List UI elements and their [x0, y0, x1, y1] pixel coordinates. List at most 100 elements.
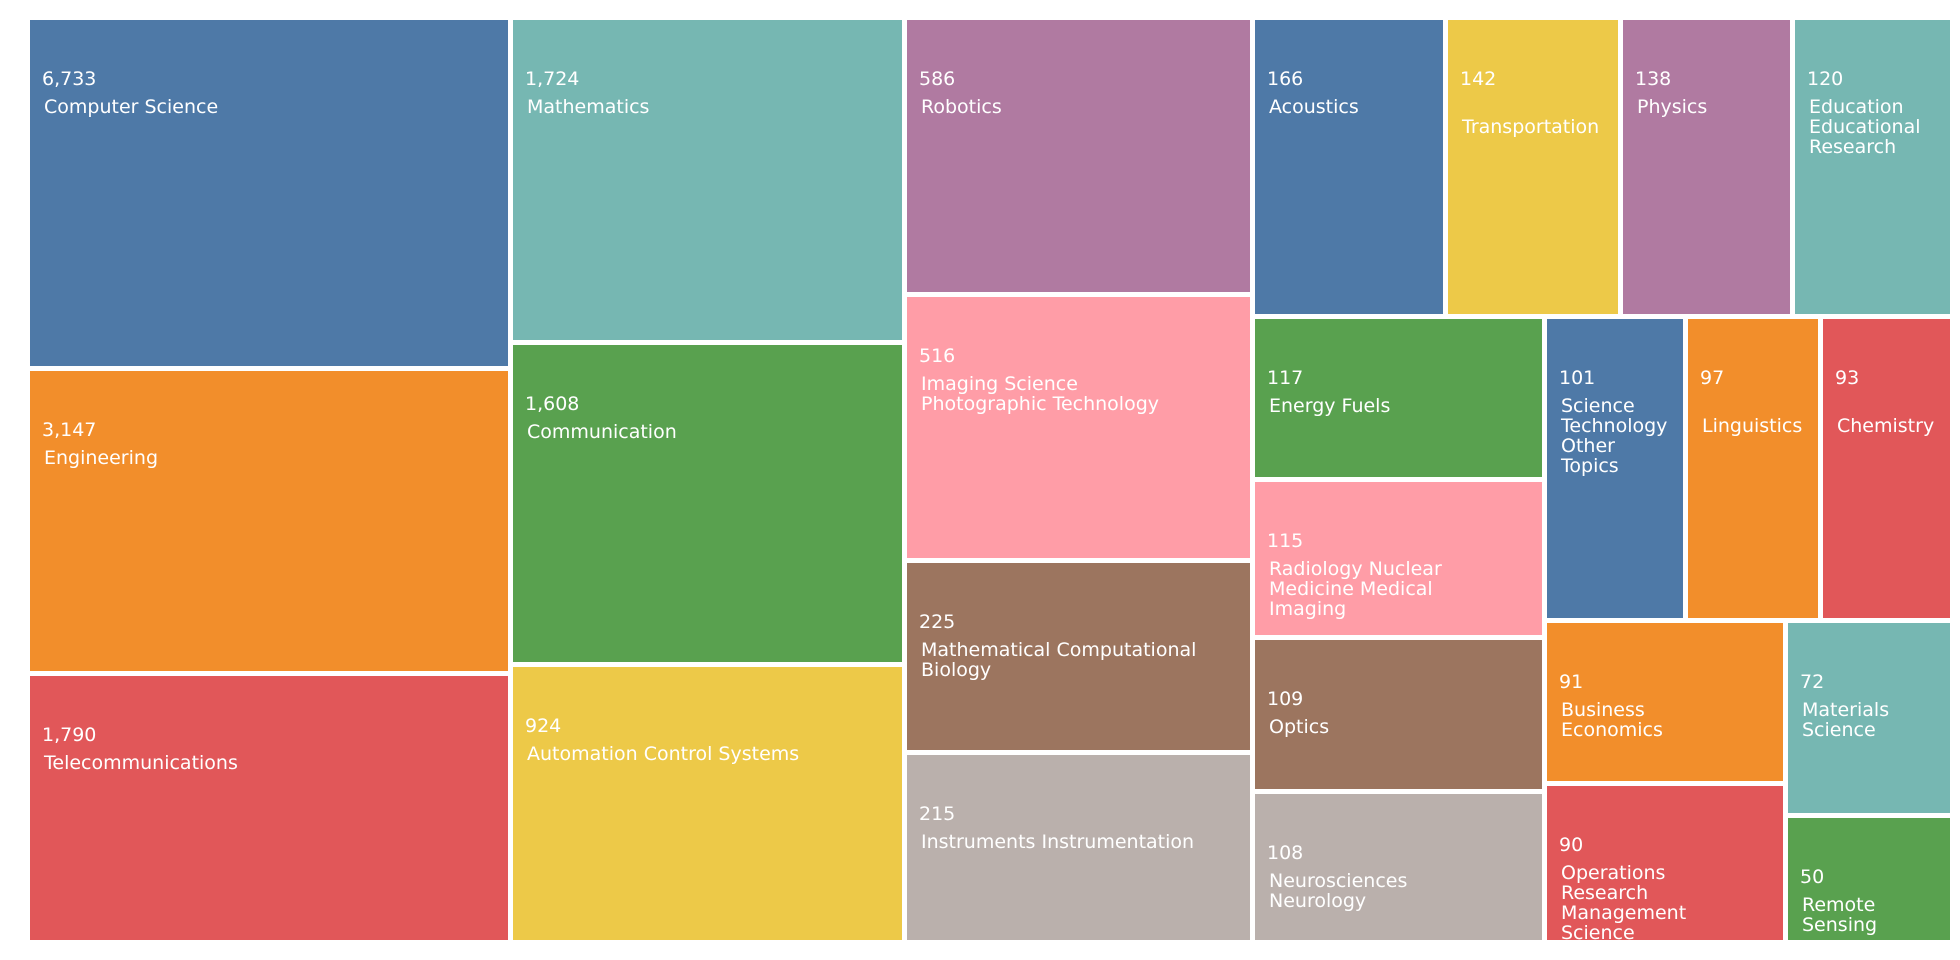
- treemap-label-chemistry: Chemistry: [1837, 415, 1934, 437]
- treemap-label-engineering: Engineering: [44, 447, 158, 469]
- treemap-value-acoustics: 166: [1267, 68, 1303, 90]
- treemap-value-neurosciences-neurology: 108: [1267, 842, 1303, 864]
- treemap-tile-acoustics[interactable]: 166 Acoustics: [1255, 20, 1443, 314]
- treemap-value-instruments-instrumentation: 215: [919, 803, 955, 825]
- treemap-value-imaging-science-photographic-technology: 516: [919, 345, 955, 367]
- treemap-rect-education-educational-research: [1795, 20, 1950, 314]
- treemap-tile-remote-sensing[interactable]: 50 Remote Sensing: [1788, 818, 1950, 940]
- treemap-rect-business-economics: [1547, 623, 1783, 781]
- treemap-value-mathematics: 1,724: [525, 68, 579, 90]
- treemap-tile-computer-science[interactable]: 6,733 Computer Science: [30, 20, 508, 366]
- treemap-label-business-economics: Business Economics: [1561, 699, 1663, 741]
- treemap-label-imaging-science-photographic-technology: Imaging Science Photographic Technology: [921, 373, 1159, 415]
- treemap-tile-imaging-science-photographic-technology[interactable]: 516 Imaging Science Photographic Technolog…: [907, 297, 1250, 558]
- treemap-value-remote-sensing: 50: [1800, 866, 1824, 888]
- treemap-rect-energy-fuels: [1255, 319, 1542, 477]
- treemap-value-optics: 109: [1267, 688, 1303, 710]
- treemap-label-communication: Communication: [527, 421, 677, 443]
- treemap-label-acoustics: Acoustics: [1269, 96, 1359, 118]
- treemap-rect-neurosciences-neurology: [1255, 794, 1542, 940]
- treemap-tile-robotics[interactable]: 586 Robotics: [907, 20, 1250, 292]
- treemap-tile-materials-science[interactable]: 72 Materials Science: [1788, 623, 1950, 813]
- treemap-label-radiology-nuclear-medicine-medical-imaging: Radiology Nuclear Medicine Medical Imaging: [1269, 558, 1442, 620]
- treemap-value-education-educational-research: 120: [1807, 68, 1843, 90]
- treemap-label-automation-control-systems: Automation Control Systems: [527, 743, 799, 765]
- treemap-rect-radiology-nuclear-medicine-medical-imaging: [1255, 482, 1542, 635]
- treemap-tile-optics[interactable]: 109 Optics: [1255, 640, 1542, 789]
- treemap-rect-chemistry: [1823, 319, 1950, 618]
- treemap-label-mathematics: Mathematics: [527, 96, 649, 118]
- treemap-tile-linguistics[interactable]: 97 Linguistics: [1688, 319, 1818, 618]
- treemap-tile-education-educational-research[interactable]: 120 Education Educational Research: [1795, 20, 1950, 314]
- treemap-rect-instruments-instrumentation: [907, 755, 1250, 940]
- treemap-rect-robotics: [907, 20, 1250, 292]
- treemap-tile-business-economics[interactable]: 91 Business Economics: [1547, 623, 1783, 781]
- treemap-label-neurosciences-neurology: Neurosciences Neurology: [1269, 870, 1407, 912]
- treemap-label-operations-research-management-science: Operations Research Management Science: [1561, 862, 1686, 944]
- treemap-rect-operations-research-management-science: [1547, 786, 1783, 940]
- treemap-tile-communication[interactable]: 1,608 Communication: [513, 345, 902, 662]
- treemap-rect-telecommunications: [30, 676, 508, 940]
- treemap-value-transportation: 142: [1460, 68, 1496, 90]
- treemap-label-remote-sensing: Remote Sensing: [1802, 894, 1877, 936]
- treemap-value-energy-fuels: 117: [1267, 367, 1303, 389]
- treemap-label-optics: Optics: [1269, 716, 1329, 738]
- treemap-rect-science-technology-other-topics: [1547, 319, 1683, 618]
- treemap-value-physics: 138: [1635, 68, 1671, 90]
- treemap-rect-optics: [1255, 640, 1542, 789]
- treemap-value-computer-science: 6,733: [42, 68, 96, 90]
- treemap-label-computer-science: Computer Science: [44, 96, 218, 118]
- treemap-rect-mathematical-computational-biology: [907, 563, 1250, 750]
- treemap-tile-operations-research-management-science[interactable]: 90 Operations Research Management Science: [1547, 786, 1783, 944]
- treemap-tile-automation-control-systems[interactable]: 924 Automation Control Systems: [513, 667, 902, 940]
- treemap-tile-mathematical-computational-biology[interactable]: 225 Mathematical Computational Biology: [907, 563, 1250, 750]
- treemap-value-robotics: 586: [919, 68, 955, 90]
- treemap-label-mathematical-computational-biology: Mathematical Computational Biology: [921, 639, 1196, 681]
- treemap-value-telecommunications: 1,790: [42, 724, 96, 746]
- treemap-rect-materials-science: [1788, 623, 1950, 813]
- treemap-value-communication: 1,608: [525, 393, 579, 415]
- treemap-tile-mathematics[interactable]: 1,724 Mathematics: [513, 20, 902, 340]
- treemap-tile-chemistry[interactable]: 93 Chemistry: [1823, 319, 1950, 618]
- treemap-label-energy-fuels: Energy Fuels: [1269, 395, 1390, 417]
- treemap-label-linguistics: Linguistics: [1702, 415, 1802, 437]
- treemap-rect-communication: [513, 345, 902, 662]
- treemap-tile-engineering[interactable]: 3,147 Engineering: [30, 371, 508, 671]
- treemap-value-science-technology-other-topics: 101: [1559, 367, 1595, 389]
- treemap-tile-energy-fuels[interactable]: 117 Energy Fuels: [1255, 319, 1542, 477]
- treemap-label-transportation: Transportation: [1461, 116, 1599, 138]
- treemap-value-chemistry: 93: [1835, 367, 1859, 389]
- treemap-label-physics: Physics: [1637, 96, 1707, 118]
- treemap-value-operations-research-management-science: 90: [1559, 834, 1583, 856]
- treemap-label-robotics: Robotics: [921, 96, 1002, 118]
- treemap-rect-mathematics: [513, 20, 902, 340]
- treemap-value-linguistics: 97: [1700, 367, 1724, 389]
- treemap-label-materials-science: Materials Science: [1802, 699, 1889, 741]
- treemap-rect-remote-sensing: [1788, 818, 1950, 940]
- treemap-tile-science-technology-other-topics[interactable]: 101 Science Technology Other Topics: [1547, 319, 1683, 618]
- treemap-label-education-educational-research: Education Educational Research: [1809, 96, 1921, 158]
- treemap-rect-transportation: [1448, 20, 1618, 314]
- treemap-tile-physics[interactable]: 138 Physics: [1623, 20, 1790, 314]
- treemap-value-automation-control-systems: 924: [525, 715, 561, 737]
- treemap-value-radiology-nuclear-medicine-medical-imaging: 115: [1267, 530, 1303, 552]
- treemap-rect-computer-science: [30, 20, 508, 366]
- treemap-value-mathematical-computational-biology: 225: [919, 611, 955, 633]
- treemap-label-instruments-instrumentation: Instruments Instrumentation: [921, 831, 1194, 853]
- treemap-rect-acoustics: [1255, 20, 1443, 314]
- treemap-rect-physics: [1623, 20, 1790, 314]
- treemap-rect-imaging-science-photographic-technology: [907, 297, 1250, 558]
- treemap-label-science-technology-other-topics: Science Technology Other Topics: [1560, 395, 1667, 477]
- treemap-value-business-economics: 91: [1559, 671, 1583, 693]
- treemap-label-telecommunications: Telecommunications: [43, 752, 238, 774]
- treemap-value-materials-science: 72: [1800, 671, 1824, 693]
- treemap-tile-instruments-instrumentation[interactable]: 215 Instruments Instrumentation: [907, 755, 1250, 940]
- treemap-rect-automation-control-systems: [513, 667, 902, 940]
- treemap-tile-radiology-nuclear-medicine-medical-imaging[interactable]: 115 Radiology Nuclear Medicine Medical Imag…: [1255, 482, 1542, 635]
- treemap-tile-transportation[interactable]: 142 Transportation: [1448, 20, 1618, 314]
- treemap-tile-neurosciences-neurology[interactable]: 108 Neurosciences Neurology: [1255, 794, 1542, 940]
- treemap-tile-telecommunications[interactable]: 1,790 Telecommunications: [30, 676, 508, 940]
- treemap-rect-linguistics: [1688, 319, 1818, 618]
- treemap-rect-engineering: [30, 371, 508, 671]
